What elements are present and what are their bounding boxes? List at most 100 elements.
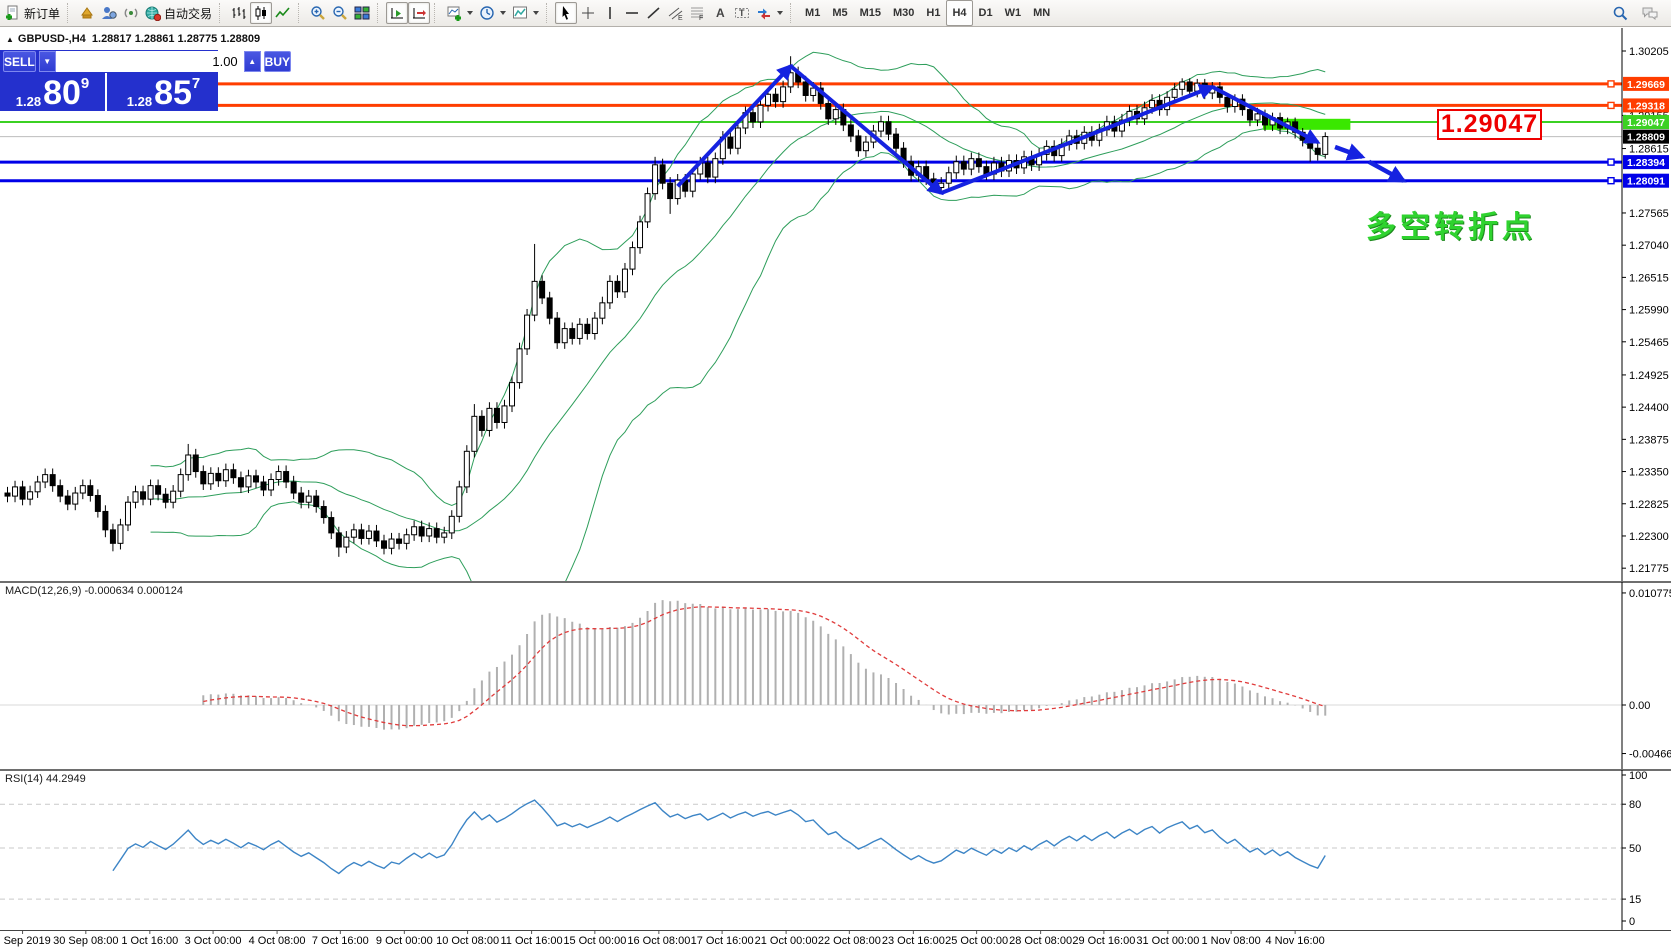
chat-button[interactable] [1639,2,1661,24]
macd-pane-canvas[interactable]: 0.010775 0.00 -0.004668 [0,582,1671,770]
sell-button[interactable]: SELL [3,51,36,72]
tile-windows-icon [354,6,370,20]
volume-increase-button[interactable]: ▲ [243,51,261,72]
timeframe-h1-button[interactable]: H1 [926,7,941,19]
svg-text:F: F [699,15,703,21]
timeframe-m15-button[interactable]: M15 [859,7,881,19]
crosshair-icon [582,7,595,19]
volume-input[interactable] [55,51,244,72]
timeframe-d1-button[interactable]: D1 [978,7,993,19]
svg-text:1.28394: 1.28394 [1627,157,1665,169]
timeframe-m5-button[interactable]: M5 [832,7,848,19]
one-click-trading-panel: SELL ▼ ▲ BUY 1.28 80 9 1.28 85 7 [0,50,292,113]
volume-decrease-button[interactable]: ▼ [38,51,56,72]
vertical-line-button[interactable] [599,2,621,24]
collapse-panel-icon[interactable]: ▲ [6,35,14,44]
macd-signal-line [203,606,1326,727]
dropdown-arrow-icon[interactable] [500,11,507,15]
cursor-icon [562,6,570,20]
bollinger-middle-band [150,102,1326,532]
zigzag-trend-arrow[interactable] [676,63,793,188]
projection-arrow[interactable] [1334,143,1366,161]
timeframe-mn-button[interactable]: MN [1033,7,1051,19]
buy-price[interactable]: 1.28 85 7 [126,74,201,113]
candlestick-button[interactable] [250,2,273,24]
time-axis-label: 1 Nov 08:00 [1201,935,1260,947]
dropdown-arrow-icon[interactable] [467,11,474,15]
news-button[interactable] [120,2,142,24]
time-axis-label: 17 Oct 16:00 [691,935,754,947]
community-button[interactable] [98,2,120,24]
svg-text:1.22300: 1.22300 [1629,531,1669,543]
buy-button[interactable]: BUY [263,51,292,72]
time-axis-label: 28 Oct 08:00 [1009,935,1072,947]
signals-button[interactable] [76,2,98,24]
price-callout-box[interactable]: 1.29047 [1437,109,1542,140]
search-button[interactable] [1609,2,1631,24]
svg-text:1.29047: 1.29047 [1627,117,1665,129]
zigzag-trend-arrow[interactable] [940,84,1216,195]
autotrading-button[interactable]: 自动交易 [142,2,215,24]
zigzag-trend-arrow[interactable] [789,64,944,196]
zoom-out-button[interactable] [329,2,351,24]
time-axis-label: 21 Oct 00:00 [755,935,818,947]
turning-point-annotation[interactable]: 多空转折点 [1366,211,1536,244]
chart-title: ▲ GBPUSD-,H4 1.28817 1.28861 1.28775 1.28… [6,33,260,45]
channel-button[interactable]: E [665,2,687,24]
cursor-button[interactable] [555,2,578,24]
zigzag-trend-arrow[interactable] [1211,85,1321,144]
text-button[interactable]: A [709,2,731,24]
svg-text:1.27040: 1.27040 [1629,240,1669,252]
macd-histogram [202,600,1327,730]
zoom-out-icon [333,6,347,20]
new-chart-button[interactable] [443,2,476,24]
chart-shift-button[interactable] [408,2,431,24]
timeframe-h4-button[interactable]: H4 [946,0,973,26]
projection-arrow[interactable] [1367,159,1407,183]
time-axis-label: 22 Oct 08:00 [818,935,881,947]
new-order-button[interactable]: 新订单 [2,2,63,24]
arrows-button[interactable] [753,2,786,24]
tile-windows-button[interactable] [351,2,373,24]
candlestick-icon [255,6,267,20]
rsi-indicator-label: RSI(14) 44.2949 [5,773,86,785]
text-label-button[interactable]: T [731,2,753,24]
indicators-button[interactable] [509,2,542,24]
time-axis[interactable]: 7 Sep 2019 30 Sep 08:00 1 Oct 16:00 3 Oct 0… [0,931,1671,949]
line-handle[interactable] [1607,80,1615,88]
line-chart-button[interactable] [272,2,294,24]
auto-scroll-button[interactable] [386,2,409,24]
dropdown-arrow-icon[interactable] [533,11,540,15]
svg-text:1.23350: 1.23350 [1629,467,1669,479]
timeframe-m1-button[interactable]: M1 [805,7,821,19]
svg-text:100: 100 [1629,770,1647,782]
time-axis-label: 10 Oct 08:00 [436,935,499,947]
dropdown-arrow-icon[interactable] [777,11,784,15]
rsi-pane-canvas[interactable]: 100 80 50 15 0 [0,770,1671,931]
svg-text:1.25990: 1.25990 [1629,305,1669,317]
toolbar-separator [546,3,552,23]
profiles-button[interactable] [476,2,509,24]
horizontal-line-button[interactable] [621,2,643,24]
new-chart-icon [447,6,462,21]
line-handle[interactable] [1607,176,1615,185]
time-axis-label: 23 Oct 16:00 [882,935,945,947]
timeframe-m30-button[interactable]: M30 [893,7,915,19]
highlight-rectangle-object[interactable] [1263,118,1351,130]
zoom-in-button[interactable] [307,2,329,24]
fibonacci-icon: F [691,7,703,21]
bar-chart-button[interactable] [228,2,250,24]
line-handle[interactable] [1607,158,1615,166]
time-axis-label: 15 Oct 00:00 [563,935,626,947]
rsi-line [112,799,1326,875]
fibonacci-button[interactable]: F [687,2,709,24]
sell-price[interactable]: 1.28 80 9 [0,73,107,111]
timeframe-w1-button[interactable]: W1 [1004,7,1022,19]
crosshair-button[interactable] [577,2,599,24]
main-chart-canvas[interactable]: 1.302051.291551.286151.275651.270401.265… [0,28,1671,582]
svg-text:1.25465: 1.25465 [1629,337,1669,349]
line-handle[interactable] [1607,101,1615,110]
vertical-line-icon [609,7,611,19]
trendline-button[interactable] [643,2,665,24]
svg-text:-0.004668: -0.004668 [1629,749,1671,761]
